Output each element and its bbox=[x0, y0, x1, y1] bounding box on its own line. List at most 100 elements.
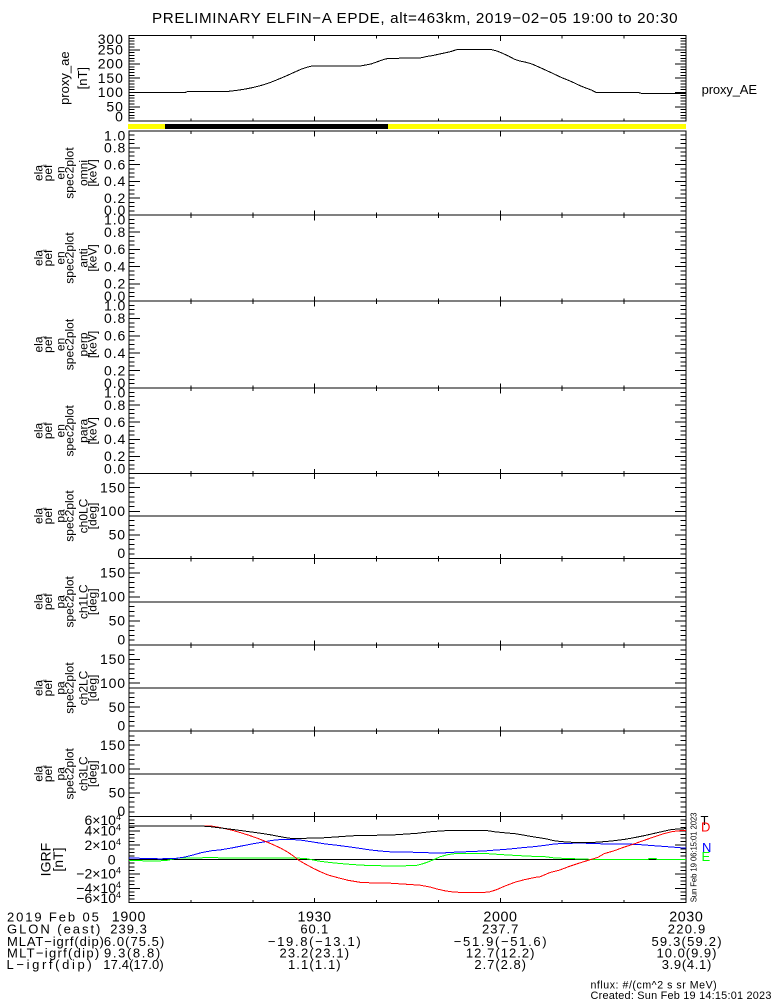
svg-text:−4×104: −4×104 bbox=[76, 880, 121, 896]
svg-text:[nT]: [nT] bbox=[75, 67, 90, 89]
svg-text:150: 150 bbox=[98, 70, 124, 86]
svg-text:MLT−igrf(dip): MLT−igrf(dip) bbox=[7, 946, 99, 961]
svg-text:ela: ela bbox=[32, 336, 46, 352]
svg-text:50: 50 bbox=[109, 613, 126, 629]
svg-text:Sun Feb 19 06:15:01 2023: Sun Feb 19 06:15:01 2023 bbox=[690, 813, 699, 903]
svg-text:0.4: 0.4 bbox=[104, 173, 126, 189]
svg-text:pa: pa bbox=[53, 767, 67, 781]
svg-text:spec2plot: spec2plot bbox=[63, 318, 77, 370]
svg-text:10.0(9.9): 10.0(9.9) bbox=[657, 946, 717, 961]
svg-text:−6×104: −6×104 bbox=[76, 890, 121, 906]
svg-text:T: T bbox=[701, 813, 709, 828]
svg-text:ch2LC: ch2LC bbox=[77, 670, 91, 705]
svg-text:50: 50 bbox=[109, 785, 126, 801]
svg-text:pa: pa bbox=[53, 681, 67, 695]
svg-text:[deg]: [deg] bbox=[86, 503, 100, 530]
svg-text:IGRF: IGRF bbox=[37, 843, 53, 876]
svg-text:anti: anti bbox=[77, 248, 91, 267]
svg-text:100: 100 bbox=[100, 589, 126, 605]
svg-text:0.2: 0.2 bbox=[104, 362, 126, 378]
svg-text:1930: 1930 bbox=[298, 909, 332, 925]
svg-text:220.9: 220.9 bbox=[668, 921, 705, 936]
svg-text:237.7: 237.7 bbox=[482, 921, 518, 936]
svg-text:[keV]: [keV] bbox=[86, 331, 100, 358]
svg-text:Created: Sun Feb 19 14:15:01 2: Created: Sun Feb 19 14:15:01 2023 bbox=[591, 990, 772, 1000]
svg-text:250: 250 bbox=[98, 42, 124, 58]
svg-text:6×104: 6×104 bbox=[84, 812, 121, 828]
svg-text:60.1: 60.1 bbox=[300, 921, 328, 936]
svg-text:0.8: 0.8 bbox=[104, 140, 126, 156]
svg-text:ela: ela bbox=[32, 250, 46, 266]
svg-text:en: en bbox=[53, 166, 67, 179]
svg-text:150: 150 bbox=[100, 479, 126, 495]
svg-text:[keV]: [keV] bbox=[86, 244, 100, 271]
svg-text:3.9(4.1): 3.9(4.1) bbox=[662, 957, 712, 972]
svg-text:spec2plot: spec2plot bbox=[63, 147, 77, 199]
svg-text:0.4: 0.4 bbox=[104, 345, 126, 361]
svg-text:[deg]: [deg] bbox=[86, 588, 100, 615]
svg-text:omni: omni bbox=[77, 160, 91, 186]
svg-text:pef: pef bbox=[41, 507, 55, 524]
svg-text:200: 200 bbox=[98, 56, 124, 72]
svg-text:ch3LC: ch3LC bbox=[77, 756, 91, 791]
svg-text:D: D bbox=[701, 820, 710, 835]
svg-text:300: 300 bbox=[98, 31, 124, 47]
svg-text:0.6: 0.6 bbox=[104, 328, 126, 344]
svg-text:pef: pef bbox=[41, 422, 55, 439]
svg-text:0.6: 0.6 bbox=[104, 241, 126, 257]
svg-text:12.7(12.2): 12.7(12.2) bbox=[466, 946, 535, 961]
svg-text:1.0: 1.0 bbox=[104, 298, 126, 314]
svg-text:[keV]: [keV] bbox=[86, 417, 100, 444]
svg-text:0.2: 0.2 bbox=[104, 276, 126, 292]
svg-text:pef: pef bbox=[41, 335, 55, 352]
svg-text:0.0: 0.0 bbox=[104, 461, 126, 477]
svg-text:100: 100 bbox=[100, 761, 126, 777]
svg-text:0: 0 bbox=[117, 545, 126, 561]
svg-text:ela: ela bbox=[32, 680, 46, 696]
svg-text:50: 50 bbox=[109, 527, 126, 543]
svg-text:pa: pa bbox=[53, 595, 67, 609]
svg-text:50: 50 bbox=[106, 99, 123, 115]
svg-text:nflux: #/(cm^2 s sr MeV): nflux: #/(cm^2 s sr MeV) bbox=[591, 980, 717, 992]
svg-text:ela: ela bbox=[32, 165, 46, 181]
svg-text:ela: ela bbox=[32, 765, 46, 781]
svg-text:9.3(8.8): 9.3(8.8) bbox=[104, 946, 160, 961]
svg-text:para: para bbox=[77, 418, 91, 442]
svg-text:0.0: 0.0 bbox=[104, 202, 126, 218]
svg-text:1900: 1900 bbox=[112, 909, 146, 925]
svg-text:perp: perp bbox=[77, 332, 91, 356]
svg-text:ch0LC: ch0LC bbox=[77, 498, 91, 533]
svg-text:150: 150 bbox=[100, 651, 126, 667]
svg-text:0.4: 0.4 bbox=[104, 431, 126, 447]
svg-text:ch1LC: ch1LC bbox=[77, 584, 91, 619]
svg-text:GLON (east): GLON (east) bbox=[7, 921, 100, 936]
svg-text:pef: pef bbox=[41, 249, 55, 266]
svg-text:spec2plot: spec2plot bbox=[63, 404, 77, 456]
svg-text:2×104: 2×104 bbox=[84, 837, 121, 853]
svg-text:0: 0 bbox=[117, 803, 126, 819]
svg-text:150: 150 bbox=[100, 565, 126, 581]
svg-text:pef: pef bbox=[41, 593, 55, 610]
svg-text:0.6: 0.6 bbox=[104, 414, 126, 430]
svg-text:L−igrf(dip): L−igrf(dip) bbox=[7, 957, 92, 972]
svg-text:PRELIMINARY ELFIN−A EPDE, alt=: PRELIMINARY ELFIN−A EPDE, alt=463km, 201… bbox=[152, 10, 678, 27]
svg-text:0: 0 bbox=[117, 632, 126, 648]
svg-text:[nT]: [nT] bbox=[50, 848, 66, 872]
svg-text:proxy_AE: proxy_AE bbox=[702, 82, 758, 97]
svg-text:50: 50 bbox=[109, 699, 126, 715]
svg-text:2.7(2.8): 2.7(2.8) bbox=[474, 957, 526, 972]
svg-text:spec2plot: spec2plot bbox=[63, 662, 77, 714]
svg-text:0.2: 0.2 bbox=[104, 190, 126, 206]
svg-text:0: 0 bbox=[115, 109, 124, 125]
svg-text:2030: 2030 bbox=[669, 909, 703, 925]
svg-text:1.0: 1.0 bbox=[104, 212, 126, 228]
svg-text:−51.9(−51.6): −51.9(−51.6) bbox=[454, 934, 547, 949]
svg-text:100: 100 bbox=[98, 84, 124, 100]
svg-text:0.8: 0.8 bbox=[104, 397, 126, 413]
svg-text:1.0: 1.0 bbox=[104, 128, 126, 144]
svg-text:0.0: 0.0 bbox=[104, 375, 126, 391]
svg-text:E: E bbox=[702, 849, 711, 864]
svg-text:100: 100 bbox=[100, 675, 126, 691]
svg-text:239.3: 239.3 bbox=[110, 921, 147, 936]
svg-text:17.4(17.0): 17.4(17.0) bbox=[103, 957, 163, 972]
